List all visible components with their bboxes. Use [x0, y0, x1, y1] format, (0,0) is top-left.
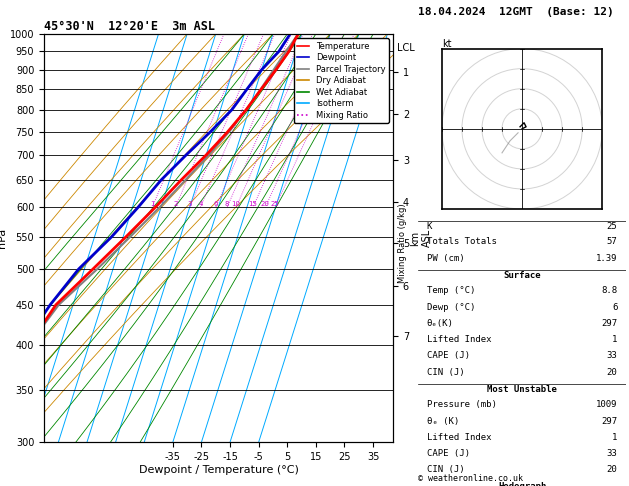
Text: 20: 20: [607, 465, 618, 474]
Text: θₑ (K): θₑ (K): [426, 417, 459, 426]
Text: 2: 2: [174, 201, 178, 207]
Text: Lifted Index: Lifted Index: [426, 335, 491, 344]
Text: 15: 15: [248, 201, 257, 207]
Text: LCL: LCL: [397, 43, 415, 53]
Text: 10: 10: [231, 201, 241, 207]
X-axis label: Dewpoint / Temperature (°C): Dewpoint / Temperature (°C): [138, 465, 299, 475]
Text: CIN (J): CIN (J): [426, 367, 464, 377]
Text: 57: 57: [607, 237, 618, 246]
Y-axis label: hPa: hPa: [0, 228, 7, 248]
Text: 25: 25: [607, 223, 618, 231]
Text: Hodograph: Hodograph: [498, 482, 546, 486]
Text: θₑ(K): θₑ(K): [426, 319, 454, 328]
Text: 20: 20: [261, 201, 270, 207]
Text: 297: 297: [601, 319, 618, 328]
Text: 6: 6: [213, 201, 218, 207]
Text: 45°30'N  12°20'E  3m ASL: 45°30'N 12°20'E 3m ASL: [44, 20, 215, 33]
Text: kt: kt: [442, 38, 452, 49]
Text: © weatheronline.co.uk: © weatheronline.co.uk: [418, 474, 523, 483]
Text: 8: 8: [225, 201, 230, 207]
Text: 20: 20: [607, 367, 618, 377]
Text: 8.8: 8.8: [601, 286, 618, 295]
Text: Pressure (mb): Pressure (mb): [426, 400, 496, 409]
Text: 297: 297: [601, 417, 618, 426]
Text: K: K: [426, 223, 432, 231]
Text: Temp (°C): Temp (°C): [426, 286, 475, 295]
Text: CIN (J): CIN (J): [426, 465, 464, 474]
Text: 25: 25: [271, 201, 279, 207]
Text: Most Unstable: Most Unstable: [487, 384, 557, 394]
Y-axis label: km
ASL: km ASL: [411, 229, 432, 247]
Text: 33: 33: [607, 449, 618, 458]
Text: 33: 33: [607, 351, 618, 361]
Legend: Temperature, Dewpoint, Parcel Trajectory, Dry Adiabat, Wet Adiabat, Isotherm, Mi: Temperature, Dewpoint, Parcel Trajectory…: [294, 38, 389, 123]
Text: 1: 1: [612, 335, 618, 344]
Text: 3: 3: [187, 201, 192, 207]
Text: 6: 6: [612, 302, 618, 312]
Text: Mixing Ratio (g/kg): Mixing Ratio (g/kg): [398, 203, 407, 283]
Text: 1: 1: [150, 201, 155, 207]
Text: 1009: 1009: [596, 400, 618, 409]
Text: CAPE (J): CAPE (J): [426, 351, 470, 361]
Text: Totals Totals: Totals Totals: [426, 237, 496, 246]
Text: Surface: Surface: [503, 271, 541, 280]
Text: CAPE (J): CAPE (J): [426, 449, 470, 458]
Text: Lifted Index: Lifted Index: [426, 433, 491, 442]
Text: PW (cm): PW (cm): [426, 254, 464, 263]
Text: 4: 4: [198, 201, 203, 207]
Text: Dewp (°C): Dewp (°C): [426, 302, 475, 312]
Text: 1.39: 1.39: [596, 254, 618, 263]
Text: 1: 1: [612, 433, 618, 442]
Text: 18.04.2024  12GMT  (Base: 12): 18.04.2024 12GMT (Base: 12): [418, 7, 614, 17]
